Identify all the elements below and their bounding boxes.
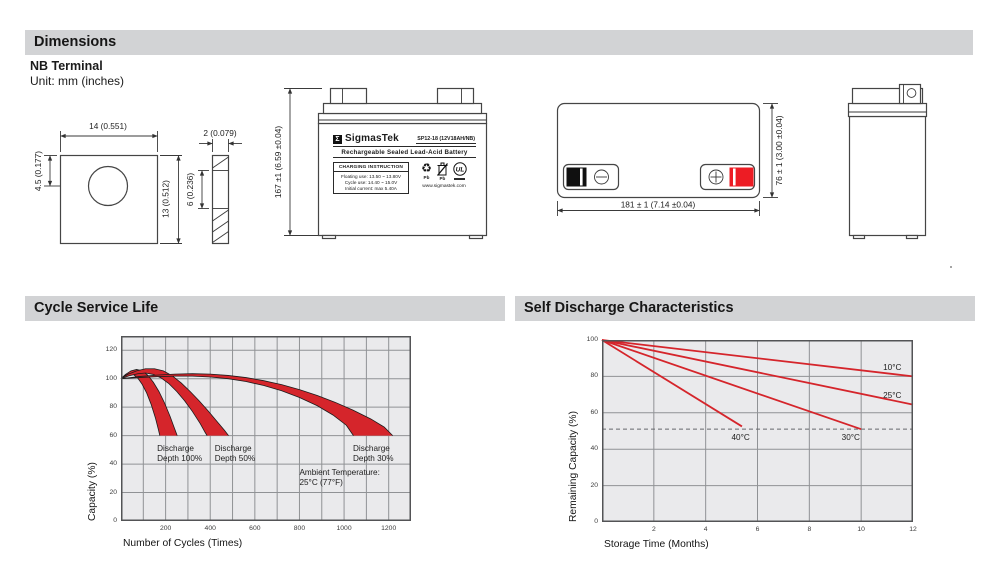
label-subtitle: Rechargeable Sealed Lead-Acid Battery xyxy=(333,147,476,158)
cycle-service-life-chart: 0 20 40 60 80 100 120 200 400 600 800 1000 1200 Disch… xyxy=(87,336,411,549)
cycle-service-life-header: Cycle Service Life xyxy=(25,296,505,321)
nb-terminal-label: NB Terminal xyxy=(30,59,103,73)
dimension-drawings: 14 (0.551) 4.5 (0.177) 13 (0.512) 2 (0.0… xyxy=(33,83,928,245)
stray-dot xyxy=(950,266,952,268)
self-discharge-chart: 10°C 25°C 30°C 40°C 0 20 40 60 80 100 2 4 6 8 10 12 Stor… xyxy=(568,336,917,550)
svg-text:UL: UL xyxy=(456,167,465,174)
dim-battery-height: 167 ±1 (6.59 ±0.04) xyxy=(273,126,283,199)
pb-label: Pb xyxy=(423,175,430,180)
battery-top-view: 181 ± 1 (7.14 ±0.04) 76 ± 1 (3.00 ±0.04) xyxy=(556,102,784,216)
unit-label: Unit: mm (inches) xyxy=(30,74,125,88)
terminal-plate-drawing: 14 (0.551) 4.5 (0.177) 13 (0.512) xyxy=(33,121,182,245)
brand-name: SigmasTek xyxy=(345,133,399,144)
terminal-strip-drawing: 2 (0.079) 6 (0.236) xyxy=(185,128,242,245)
pb-label: Pb xyxy=(439,176,446,181)
pb-trash-icon xyxy=(436,162,448,176)
charging-line: Initial current: max 5.40A xyxy=(345,185,397,191)
dim-battery-length: 181 ± 1 (7.14 ±0.04) xyxy=(621,200,696,210)
negative-terminal xyxy=(566,167,587,187)
dimensions-header: Dimensions xyxy=(25,30,973,55)
website-text: www.sigmastek.com xyxy=(422,183,466,189)
charging-line: Cycle use: 14.40 ~ 15.0V xyxy=(344,179,398,185)
pb-recycle-icon: ♻ xyxy=(421,161,432,175)
self-discharge-header: Self Discharge Characteristics xyxy=(515,296,975,321)
battery-label: Σ SigmasTek SP12-18 (12V18AH/NB) Recharg… xyxy=(333,133,476,205)
dim-plate-height: 13 (0.512) xyxy=(161,180,171,218)
dim-battery-width: 76 ± 1 (3.00 ±0.04) xyxy=(774,115,784,185)
dim-plate-width: 14 (0.551) xyxy=(89,121,127,131)
battery-side-view xyxy=(847,83,928,240)
label-title-row: Σ SigmasTek SP12-18 (12V18AH/NB) xyxy=(333,133,476,147)
sigmastek-logo-icon: Σ xyxy=(333,135,342,144)
charging-instruction-title: CHARGING INSTRUCTION xyxy=(334,163,408,172)
charging-line: Floating use: 13.50 ~ 13.80V xyxy=(340,173,402,179)
ul-mark-icon: UL xyxy=(453,162,467,176)
ul-file-code xyxy=(454,177,466,180)
dim-plate-hole-offset: 4.5 (0.177) xyxy=(33,151,43,191)
dim-strip-thickness: 2 (0.079) xyxy=(203,128,236,138)
model-number: SP12-18 (12V18AH/NB) xyxy=(416,136,476,144)
dim-strip-mid: 6 (0.236) xyxy=(185,173,195,206)
charging-instruction-box: CHARGING INSTRUCTION Floating use: 13.50… xyxy=(333,162,409,194)
